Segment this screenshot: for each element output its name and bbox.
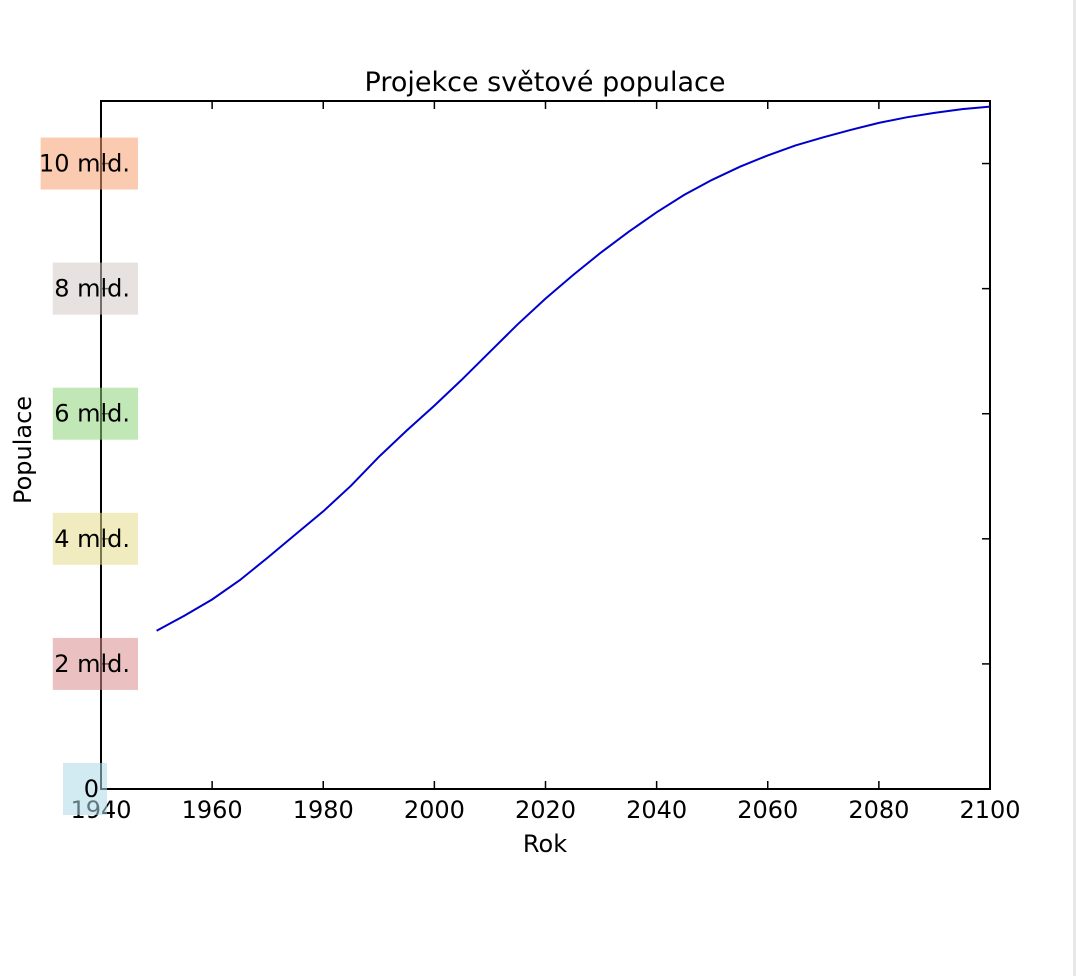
- window-edge: [1073, 0, 1076, 976]
- y-tick-label-box: [52, 637, 138, 690]
- x-tick-label: 1960: [182, 796, 243, 824]
- y-tick-label-box: [40, 137, 138, 190]
- y-tick-label: 8 mld.: [54, 275, 130, 303]
- x-tick-label: 2080: [848, 796, 909, 824]
- y-tick-label: 4 mld.: [54, 525, 130, 553]
- y-tick-label: 10 mld.: [39, 150, 130, 178]
- chart-title: Projekce světové populace: [365, 67, 726, 98]
- x-tick-label: 2020: [515, 796, 576, 824]
- x-tick-label: 2060: [737, 796, 798, 824]
- y-tick-label: 0: [84, 775, 99, 803]
- x-tick-label: 2100: [959, 796, 1020, 824]
- x-tick-label: 2000: [404, 796, 465, 824]
- x-tick-label: 2040: [626, 796, 687, 824]
- y-tick-label: 2 mld.: [54, 650, 130, 678]
- y-tick-label-box: [52, 262, 138, 315]
- x-axis-label: Rok: [523, 830, 567, 858]
- plot-frame: [100, 100, 991, 790]
- x-tick-label: 1980: [293, 796, 354, 824]
- y-tick-label-box: [52, 387, 138, 440]
- y-tick-label-box: [52, 512, 138, 565]
- y-tick-label-box: [63, 763, 107, 815]
- y-tick-label: 6 mld.: [54, 400, 130, 428]
- population-line: [156, 105, 991, 632]
- y-axis-label: Populace: [9, 396, 37, 504]
